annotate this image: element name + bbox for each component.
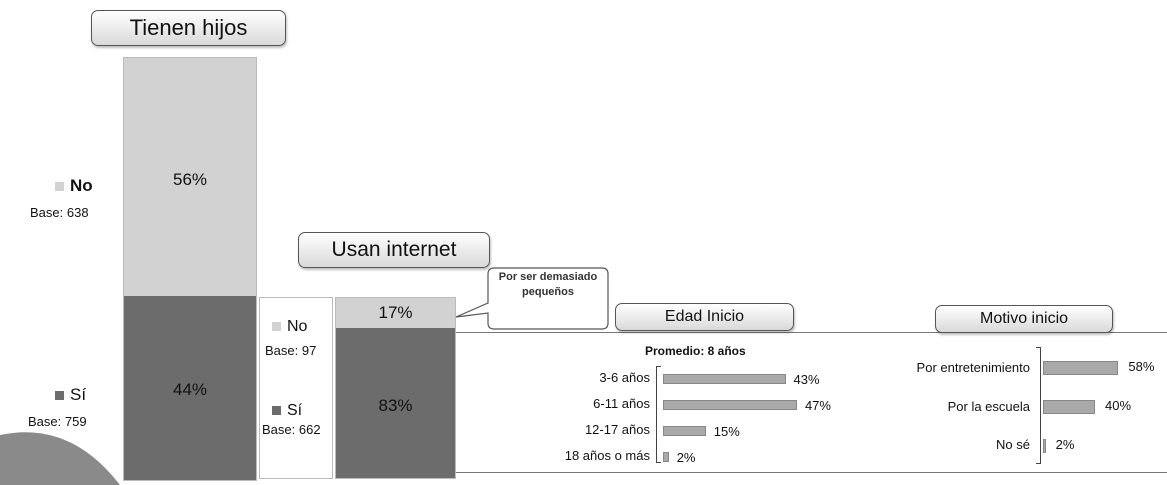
baseline-top [455, 332, 1167, 333]
motivo-value-1: 40% [1105, 398, 1132, 413]
legend-no-internet: No [272, 318, 307, 336]
callout-bubble [455, 267, 609, 330]
legend-si-hijos: Sí [55, 385, 86, 405]
legend-si-internet-swatch [272, 406, 281, 415]
motivo-bar-1 [1043, 400, 1095, 414]
decorative-swoosh [0, 432, 120, 485]
usan-internet-si-value: 83% [378, 396, 413, 415]
edad-cat-0: 3-6 años [599, 370, 650, 385]
legend-si-internet-label: Sí [287, 402, 303, 419]
tienen-hijos-si-segment: 44% [124, 296, 256, 480]
edad-bar-0 [663, 374, 786, 384]
tienen-hijos-bar: 56% 44% [123, 57, 257, 481]
motivo-cat-0: Por entretenimiento [916, 360, 1030, 375]
motivo-axis [1036, 347, 1041, 464]
motivo-cat-1: Por la escuela [947, 399, 1030, 414]
usan-internet-title: Usan internet [298, 232, 490, 268]
edad-cat-2: 12-17 años [584, 422, 650, 437]
edad-inicio-title: Edad Inicio [615, 303, 794, 331]
legend-no-swatch [55, 182, 64, 191]
usan-internet-bar: 17% 83% [335, 297, 456, 479]
legend-si-swatch [55, 391, 64, 400]
motivo-value-2: 2% [1055, 437, 1075, 452]
edad-value-3: 2% [676, 450, 696, 465]
legend-no-hijos-label: No [70, 176, 93, 195]
edad-value-0: 43% [793, 372, 820, 387]
legend-no-hijos-base: Base: 638 [30, 205, 89, 220]
baseline-bottom [455, 472, 1167, 473]
motivo-bar-0 [1043, 361, 1119, 375]
edad-cat-1: 6-11 años [593, 396, 650, 411]
usan-internet-no-segment: 17% [336, 298, 455, 328]
edad-axis [656, 366, 661, 463]
tienen-hijos-no-value: 56% [172, 170, 208, 189]
motivo-inicio-title: Motivo inicio [935, 305, 1113, 333]
usan-internet-title-text: Usan internet [331, 238, 457, 261]
callout-text: Por ser demasiado pequeños [498, 271, 598, 298]
tienen-hijos-title-text: Tienen hijos [129, 15, 248, 40]
legend-no-hijos: No [55, 176, 93, 196]
tienen-hijos-no-segment: 56% [124, 58, 256, 296]
edad-bar-1 [663, 400, 797, 410]
usan-internet-legend-box [259, 297, 333, 479]
edad-value-1: 47% [804, 398, 831, 413]
edad-bar-2 [663, 426, 706, 436]
usan-internet-si-segment: 83% [336, 328, 455, 478]
tienen-hijos-title: Tienen hijos [91, 10, 286, 46]
motivo-value-0: 58% [1128, 359, 1155, 374]
edad-inicio-title-text: Edad Inicio [664, 308, 745, 325]
usan-internet-no-value: 17% [378, 303, 413, 322]
legend-si-hijos-base: Base: 759 [28, 414, 87, 429]
legend-no-internet-base: Base: 97 [265, 343, 317, 358]
edad-bar-3 [663, 452, 669, 462]
motivo-bar-2 [1043, 439, 1046, 453]
edad-value-2: 15% [713, 424, 740, 439]
legend-no-internet-label: No [287, 318, 308, 335]
edad-inicio-subtitle: Promedio: 8 años [645, 344, 746, 358]
legend-si-internet: Sí [272, 402, 302, 420]
tienen-hijos-si-value: 44% [172, 380, 208, 399]
legend-no-internet-swatch [272, 322, 281, 331]
legend-si-hijos-label: Sí [70, 385, 87, 404]
motivo-inicio-title-text: Motivo inicio [979, 310, 1069, 327]
edad-cat-3: 18 años o más [564, 448, 650, 463]
legend-si-internet-base: Base: 662 [262, 422, 321, 437]
motivo-cat-2: No sé [996, 437, 1030, 452]
